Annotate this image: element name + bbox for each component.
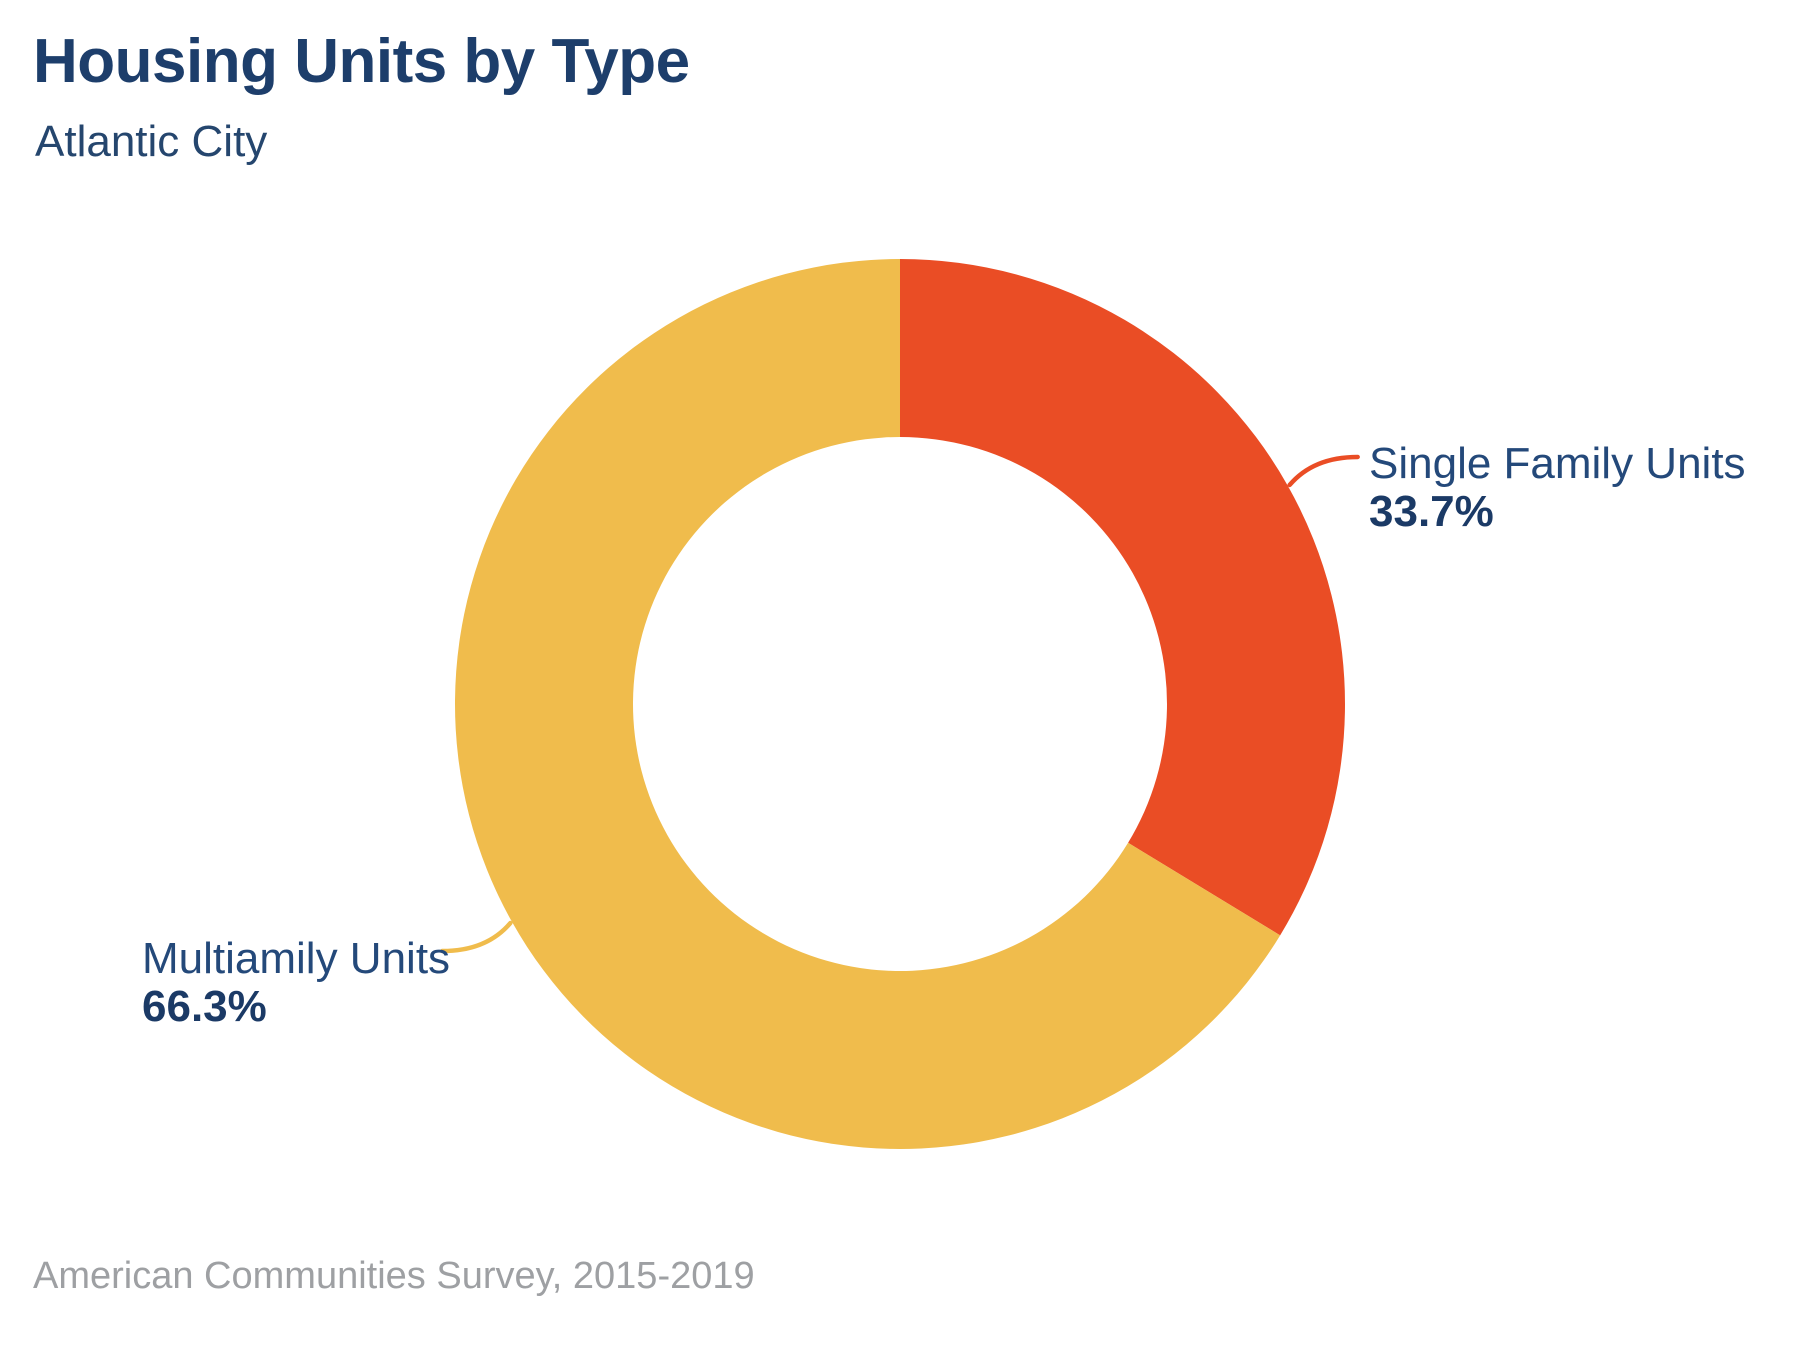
callout-single-family-label: Single Family Units	[1369, 439, 1746, 488]
source-attribution: American Communities Survey, 2015-2019	[33, 1255, 755, 1297]
page-title: Housing Units by Type	[33, 27, 690, 96]
callout-multifamily-value: 66.3%	[142, 982, 267, 1031]
callout-single-family: Single Family Units 33.7%	[1369, 440, 1746, 536]
slice-single-family-units[interactable]	[900, 259, 1345, 936]
callout-multifamily-label: Multiamily Units	[142, 934, 451, 983]
leader-line-single-family-units	[1287, 454, 1360, 488]
leader-line-multiamily-units	[440, 920, 513, 954]
callout-multifamily: Multiamily Units 66.3%	[142, 935, 450, 1031]
callout-single-family-value: 33.7%	[1369, 487, 1494, 536]
chart-subtitle-location: Atlantic City	[35, 117, 268, 166]
slice-multiamily-units[interactable]	[454, 258, 1281, 1150]
